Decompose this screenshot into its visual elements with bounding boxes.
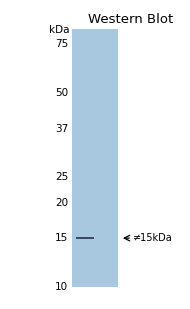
Text: 15: 15 — [55, 233, 68, 243]
Text: 10: 10 — [55, 282, 68, 292]
Text: 75: 75 — [55, 39, 68, 49]
Text: 50: 50 — [55, 88, 68, 98]
Text: kDa: kDa — [48, 25, 69, 35]
Text: ≠15kDa: ≠15kDa — [133, 233, 173, 243]
Text: 20: 20 — [55, 198, 68, 209]
Bar — [76, 237, 94, 239]
Text: Western Blot: Western Blot — [88, 13, 174, 26]
Text: 37: 37 — [55, 124, 68, 134]
Text: 25: 25 — [55, 171, 68, 181]
Bar — [72, 29, 118, 287]
